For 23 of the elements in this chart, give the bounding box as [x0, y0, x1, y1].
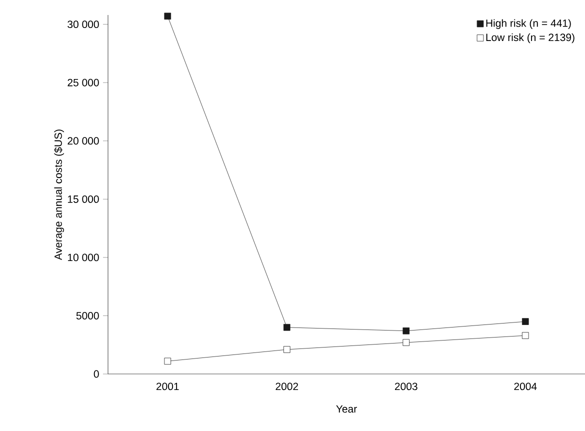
y-tick-label: 25 000	[68, 78, 99, 86]
x-tick-label: 2001	[156, 382, 179, 390]
legend-label: High risk (n = 441)	[486, 19, 571, 29]
point	[283, 324, 290, 331]
point	[522, 318, 529, 325]
y-tick-label: 0	[94, 370, 99, 378]
y-tick-label: 5000	[76, 312, 99, 320]
y-axis-title: Average annual costs ($US)	[54, 130, 64, 260]
legend-label: Low risk (n = 2139)	[486, 33, 574, 44]
y-tick-label: 20 000	[68, 137, 99, 145]
point	[402, 327, 410, 334]
y-tick-label: 30 000	[68, 20, 99, 28]
point	[402, 339, 410, 346]
x-tick-label: 2004	[514, 382, 537, 390]
point	[164, 12, 172, 20]
point	[283, 346, 290, 353]
y-tick-label: 10 000	[68, 254, 99, 262]
point	[164, 358, 172, 365]
x-tick-label: 2003	[394, 382, 418, 390]
y-tick-label: 15 000	[68, 195, 99, 203]
x-tick-label: 2002	[276, 382, 298, 390]
x-axis-title: Year	[336, 405, 357, 413]
point	[522, 332, 529, 339]
